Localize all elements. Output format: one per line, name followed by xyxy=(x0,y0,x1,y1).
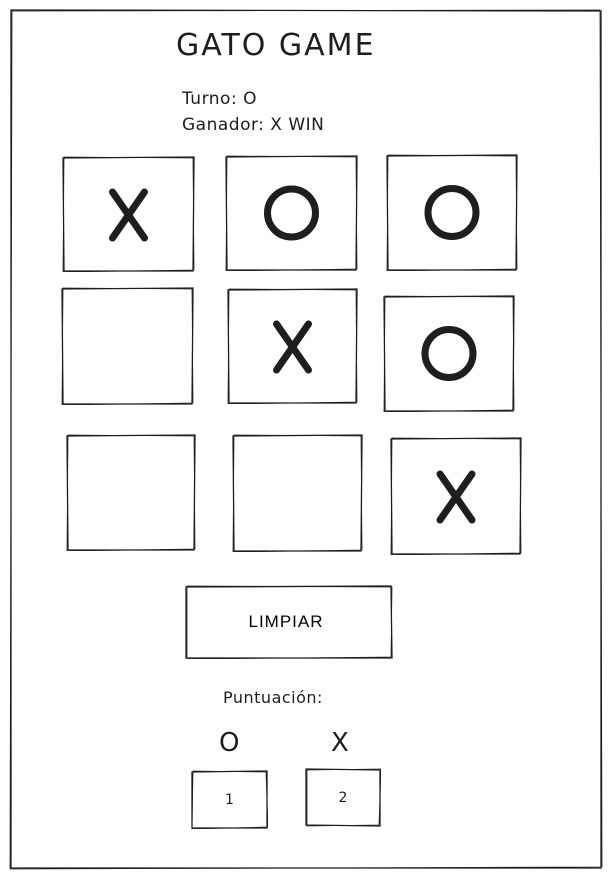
winner-indicator: Ganador: X WIN xyxy=(182,115,325,135)
cell-frame xyxy=(383,295,515,412)
x-mark-icon xyxy=(109,188,148,242)
board-cell-3[interactable] xyxy=(386,154,518,271)
turn-indicator: Turno: O xyxy=(182,89,257,109)
score-o-value: 1 xyxy=(225,791,234,808)
score-o-box-frame xyxy=(191,770,268,829)
cell-frame xyxy=(227,288,358,404)
o-mark-icon xyxy=(264,185,319,241)
board-cell-8[interactable] xyxy=(232,434,363,552)
x-mark-icon xyxy=(273,320,312,374)
cell-frame xyxy=(225,155,358,271)
o-mark-icon xyxy=(424,185,480,240)
cell-frame xyxy=(61,287,194,405)
board-cell-4[interactable] xyxy=(61,287,194,405)
cell-frame xyxy=(390,437,522,555)
cell-frame xyxy=(386,154,518,271)
o-mark-icon xyxy=(421,326,477,381)
score-title: Puntuación: xyxy=(223,688,323,707)
score-x-box: 2 xyxy=(305,768,381,827)
score-x-value: 2 xyxy=(338,789,348,806)
clear-button[interactable]: LIMPIAR xyxy=(185,585,393,659)
score-x-box-frame xyxy=(305,768,381,827)
clear-button-label: LIMPIAR xyxy=(248,612,324,631)
score-x-label: X xyxy=(331,728,350,758)
score-o-label: O xyxy=(219,728,240,758)
cell-frame xyxy=(66,434,196,551)
board-cell-6[interactable] xyxy=(383,295,515,412)
page-title: GATO GAME xyxy=(176,28,376,63)
x-mark-icon xyxy=(436,470,476,524)
board-cell-9[interactable] xyxy=(390,437,522,555)
cell-frame xyxy=(62,156,195,272)
board-cell-2[interactable] xyxy=(225,155,358,271)
board-cell-7[interactable] xyxy=(66,434,196,551)
clear-button-frame xyxy=(185,585,393,659)
cell-frame xyxy=(232,434,363,552)
board-cell-1[interactable] xyxy=(62,156,195,272)
board-cell-5[interactable] xyxy=(227,288,358,404)
score-o-box: 1 xyxy=(191,770,268,829)
